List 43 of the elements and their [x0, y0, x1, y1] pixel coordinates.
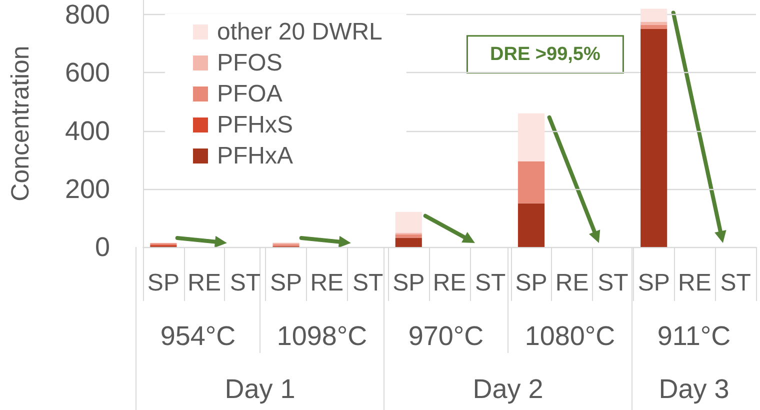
text: 970°C — [408, 321, 484, 351]
legend-label: other 20 DWRL — [217, 18, 382, 46]
y-axis-title: Concentration — [6, 46, 34, 202]
x-tick-label: SP — [515, 270, 548, 296]
text: 911°C — [657, 321, 731, 351]
legend-label: PFOS — [217, 50, 282, 76]
annotation: DRE >99,5% — [490, 44, 600, 65]
legend-label: PFHxA — [217, 142, 294, 170]
text: Day 1 — [224, 374, 296, 404]
bar — [395, 238, 422, 247]
bar — [640, 29, 668, 247]
y-tick-label: 400 — [64, 116, 110, 146]
x-tick-label: ST — [598, 270, 629, 296]
bar — [518, 203, 545, 247]
x-tick-label: SP — [638, 270, 670, 296]
x-tick-label: ST — [230, 270, 261, 296]
text: 1098°C — [276, 321, 368, 351]
text: 1080°C — [524, 321, 616, 351]
legend-label: PFHxS — [217, 112, 294, 138]
x-tick-label: ST — [720, 270, 752, 296]
bar — [518, 113, 545, 162]
x-tick-label: RE — [310, 270, 344, 296]
text: 954°C — [160, 321, 236, 351]
y-tick-label: 0 — [94, 232, 110, 262]
y-tick-label: 200 — [64, 174, 110, 204]
text: Day 2 — [472, 374, 544, 404]
x-tick-label: RE — [678, 270, 712, 296]
x-tick-label: SP — [147, 270, 180, 296]
y-tick-label: 600 — [64, 58, 110, 88]
bar — [395, 234, 422, 238]
legend-label: PFOA — [217, 80, 282, 108]
bar — [640, 24, 668, 30]
x-tick-label: ST — [475, 270, 506, 296]
x-tick-label: RE — [188, 270, 221, 296]
x-tick-label: RE — [555, 270, 589, 296]
y-tick-label: 800 — [64, 0, 110, 30]
x-tick-label: SP — [270, 270, 302, 296]
x-tick-label: RE — [432, 270, 466, 296]
text: Day 3 — [658, 374, 730, 404]
bar — [518, 161, 545, 204]
x-tick-label: ST — [352, 270, 384, 296]
x-tick-label: SP — [392, 270, 425, 296]
bar — [640, 8, 668, 22]
